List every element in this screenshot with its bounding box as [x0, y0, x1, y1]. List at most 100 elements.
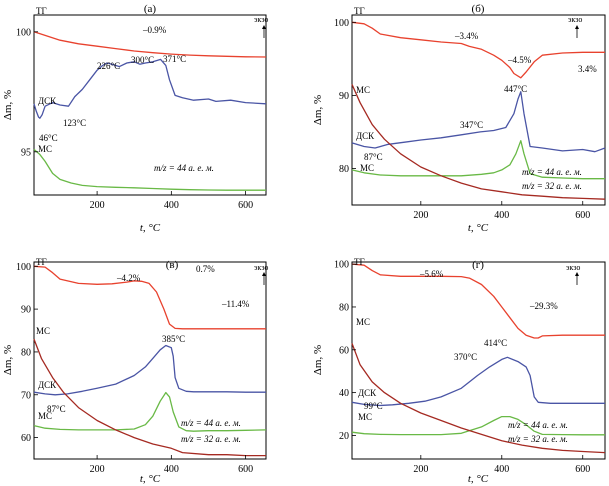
dsc-label: ДСК: [38, 96, 57, 106]
min-87: 87°C: [364, 152, 383, 162]
exo-label: экзо: [566, 263, 580, 272]
ms-label-top: МС: [356, 85, 370, 95]
y-tick-label: 80: [339, 302, 349, 313]
y-tick-label: 100: [16, 27, 31, 38]
panel-c-curves: [33, 265, 267, 457]
x-tick-label: 600: [575, 210, 590, 221]
x-tick-label: 600: [238, 200, 253, 211]
peak-370: 370°C: [454, 352, 477, 362]
mass-loss-2: –29.3%: [529, 301, 558, 311]
ms-label-bottom: МС: [360, 163, 374, 173]
y-tick-label: 100: [334, 260, 349, 271]
tg-label: ТГ: [354, 257, 365, 267]
exo-label: экзо: [254, 15, 268, 24]
series-line-мс: [33, 148, 266, 191]
min-label-123: 123°C: [63, 118, 86, 128]
ms-mz-44: m/z = 44 а. е. м.: [508, 420, 568, 430]
tg-label: ТГ: [36, 257, 47, 267]
panel-b-xlabel: t, °C: [468, 222, 489, 234]
panel-a: (а) Δm, % t, °C 200 400 600 95 100 ТГ ДСК МС…: [2, 3, 268, 234]
panel-d-curves: [351, 263, 606, 454]
y-tick-label: 40: [339, 388, 349, 399]
panel-b-frame: [351, 14, 606, 206]
panel-c-ticks: 200 400 600 60 70 80 90 100: [16, 262, 253, 475]
panel-a-label: (а): [144, 3, 157, 15]
y-tick-label: 95: [21, 147, 31, 158]
y-tick-label: 80: [339, 164, 349, 175]
x-tick-label: 200: [413, 210, 428, 221]
y-tick-label: 100: [16, 262, 31, 273]
ms-mz-32: m/z = 32 а. е. м.: [508, 434, 568, 444]
x-tick-label: 400: [494, 210, 509, 221]
y-tick-label: 60: [21, 433, 31, 444]
mass-loss-2: –11.4%: [221, 299, 250, 309]
y-tick-label: 60: [339, 345, 349, 356]
y-tick-label: 90: [339, 91, 349, 102]
series-line-дск: [351, 356, 605, 407]
ms-mz-44: m/z = 44 а. е. м.: [181, 418, 241, 428]
y-tick-label: 80: [21, 347, 31, 358]
series-line-тг: [33, 31, 267, 58]
panel-a-annotations: ТГ ДСК МС –0.9% 226°C 300°C 371°C 46°C 1…: [36, 6, 268, 173]
peak-347: 347°C: [460, 120, 483, 130]
panel-b-curves: [351, 21, 606, 200]
ms-mz-label: m/z = 44 а. е. м.: [154, 163, 214, 173]
panel-b-label: (б): [472, 3, 485, 15]
ms-label-bottom: МС: [358, 412, 372, 422]
ms-label-top: МС: [356, 317, 370, 327]
y-tick-label: 20: [339, 431, 349, 442]
tg-label: ТГ: [354, 6, 365, 16]
ms-label: МС: [38, 144, 52, 154]
panel-d-ylabel: Δm, %: [312, 345, 324, 375]
series-line-дск: [33, 344, 266, 396]
x-tick-label: 600: [575, 464, 590, 475]
peak-label-371: 371°C: [163, 54, 186, 64]
tg-label: ТГ: [36, 6, 47, 16]
mass-loss-1: –4.2%: [116, 273, 141, 283]
series-line-мс-44: [351, 140, 605, 180]
panel-c-label: (в): [166, 259, 179, 271]
panel-c-xlabel: t, °C: [140, 473, 161, 485]
series-line-мс-44: [351, 415, 605, 436]
panel-c: (в) Δm, % t, °C 200 400 600 60 70 80 90 100 ТГ …: [2, 257, 268, 485]
peak-label-226: 226°C: [97, 61, 120, 71]
peak-414: 414°C: [484, 338, 507, 348]
panel-a-curves: [33, 31, 267, 191]
peak-label-300: 300°C: [131, 55, 154, 65]
x-tick-label: 400: [164, 200, 179, 211]
mass-loss-1: –5.6%: [419, 269, 444, 279]
dsc-label: ДСК: [356, 131, 375, 141]
panel-d-xlabel: t, °C: [468, 473, 489, 485]
panel-d-ticks: 200 400 600 20 40 60 80 100: [334, 260, 590, 475]
panel-d: (г) Δm, % t, °C 200 400 600 20 40 60 80 100 ТГ …: [312, 257, 606, 485]
y-tick-label: 90: [21, 305, 31, 316]
min-87: 87°C: [47, 404, 66, 414]
panel-d-frame: [351, 261, 606, 460]
ms-mz-32: m/z = 32 а. е. м.: [181, 434, 241, 444]
min-99: 99°C: [364, 401, 383, 411]
series-line-тг: [351, 21, 605, 79]
panel-d-annotations: ТГ МС ДСК МС –5.6% –29.3% 414°C 370°C 99…: [354, 257, 580, 444]
series-line-мс-32: [33, 338, 266, 457]
panel-a-xlabel: t, °C: [140, 222, 161, 234]
mass-loss-2: –4.5%: [507, 55, 532, 65]
mass-gain: 0.7%: [196, 264, 215, 274]
min-label-46: 46°C: [39, 133, 58, 143]
mass-loss-1: –3.4%: [454, 31, 479, 41]
exo-label: экзо: [568, 15, 582, 24]
series-line-мс-32: [351, 343, 606, 454]
series-line-тг: [351, 263, 605, 339]
panel-b-annotations: ТГ МС ДСК МС –3.4% –4.5% 3.4% 447°C 347°…: [354, 6, 597, 191]
panel-c-frame: [33, 261, 267, 460]
x-tick-label: 200: [413, 464, 428, 475]
series-line-мс-44: [33, 391, 267, 432]
y-tick-label: 100: [334, 18, 349, 29]
panel-b: (б) Δm, % t, °C 200 400 600 80 90 100 ТГ МС Д…: [312, 3, 606, 234]
dsc-label: ДСК: [38, 380, 57, 390]
panel-b-ylabel: Δm, %: [312, 95, 324, 125]
panel-c-annotations: ТГ МС ДСК МС –4.2% 0.7% –11.4% 385°C 87°…: [36, 257, 268, 444]
mass-loss-label: –0.9%: [142, 25, 167, 35]
x-tick-label: 400: [494, 464, 509, 475]
panel-a-ylabel: Δm, %: [2, 90, 14, 120]
peak-447: 447°C: [504, 84, 527, 94]
